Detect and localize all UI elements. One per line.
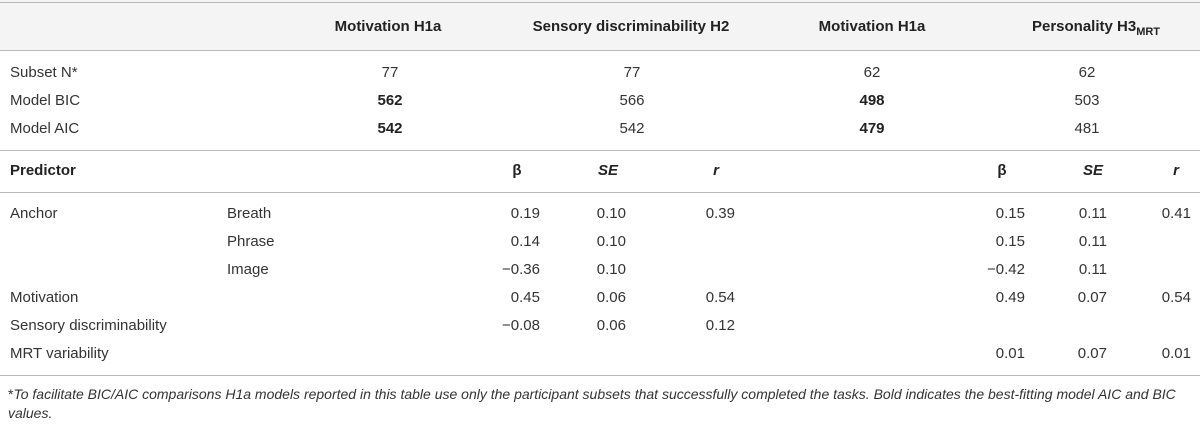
cell: 0.15 xyxy=(995,233,1025,250)
cell: 0.06 xyxy=(596,317,626,334)
footnote-marker: * xyxy=(8,386,14,402)
cell: 503 xyxy=(1074,92,1100,109)
row-label-model-aic: Model AIC xyxy=(10,120,80,137)
cell: 542 xyxy=(619,120,645,137)
predictor-sublabel: Breath xyxy=(227,205,272,222)
cell: 0.11 xyxy=(1078,261,1107,278)
predictor-label: Sensory discriminability xyxy=(10,317,167,334)
cell-best-bic: 562 xyxy=(377,92,403,109)
row-label-model-bic: Model BIC xyxy=(10,92,81,109)
rule-model xyxy=(0,150,1200,151)
cell: 0.06 xyxy=(596,289,626,306)
cell-best-aic: 479 xyxy=(859,120,885,137)
cell: 77 xyxy=(623,64,641,81)
personality-h3-text: Personality H3 xyxy=(1031,18,1137,35)
se-header-h3: SE xyxy=(1082,162,1104,179)
cell: 62 xyxy=(1078,64,1096,81)
cell: 0.39 xyxy=(705,205,735,222)
cell: 481 xyxy=(1074,120,1100,137)
cell: 0.11 xyxy=(1078,233,1107,250)
rule-top xyxy=(0,2,1200,3)
cell: 0.07 xyxy=(1077,289,1107,306)
predictor-label: Anchor xyxy=(10,205,58,222)
col-header-motivation-h1a-1: Motivation H1a xyxy=(334,18,442,35)
cell: 0.14 xyxy=(510,233,540,250)
cell: 0.12 xyxy=(705,317,735,334)
cell-best-aic: 542 xyxy=(377,120,403,137)
cell: −0.08 xyxy=(502,317,540,334)
cell: 0.41 xyxy=(1161,205,1191,222)
col-header-personality-h3: Personality H3MRT xyxy=(1032,18,1160,41)
footnote-text: To facilitate BIC/AIC comparisons H1a mo… xyxy=(8,386,1176,421)
cell: 0.15 xyxy=(995,205,1025,222)
cell: 0.07 xyxy=(1077,345,1107,362)
cell: 0.54 xyxy=(705,289,735,306)
cell: 0.01 xyxy=(995,345,1025,362)
rule-predictor xyxy=(0,192,1200,193)
cell: 0.10 xyxy=(596,233,626,250)
cell: −0.42 xyxy=(987,261,1025,278)
cell: 0.54 xyxy=(1161,289,1191,306)
cell: 0.49 xyxy=(995,289,1025,306)
cell: 0.45 xyxy=(510,289,540,306)
beta-header-h3: β xyxy=(997,162,1007,179)
row-label-subset-n: Subset N* xyxy=(10,64,78,81)
predictor-sublabel: Image xyxy=(227,261,269,278)
col-header-motivation-h1a-2: Motivation H1a xyxy=(818,18,926,35)
r-header-h3: r xyxy=(1173,162,1179,179)
predictor-header: Predictor xyxy=(10,162,76,179)
predictor-label: Motivation xyxy=(10,289,79,306)
cell: 0.11 xyxy=(1078,205,1107,222)
se-header-h2: SE xyxy=(597,162,619,179)
mrt-subscript: MRT xyxy=(1136,26,1161,38)
rule-header xyxy=(0,50,1200,51)
cell: 0.01 xyxy=(1161,345,1191,362)
header-band xyxy=(0,0,1200,50)
table-footnote: *To facilitate BIC/AIC comparisons H1a m… xyxy=(8,385,1192,423)
cell: 77 xyxy=(381,64,399,81)
cell: 566 xyxy=(619,92,645,109)
cell: 0.10 xyxy=(596,261,626,278)
col-header-sensory-h2: Sensory discriminability H2 xyxy=(532,18,730,35)
cell: −0.36 xyxy=(502,261,540,278)
rule-bottom xyxy=(0,375,1200,376)
cell-best-bic: 498 xyxy=(859,92,885,109)
cell: 62 xyxy=(863,64,881,81)
cell: 0.10 xyxy=(596,205,626,222)
r-header-h2: r xyxy=(713,162,719,179)
beta-header-h2: β xyxy=(512,162,522,179)
cell: 0.19 xyxy=(510,205,540,222)
predictor-sublabel: Phrase xyxy=(227,233,275,250)
predictor-label: MRT variability xyxy=(10,345,109,362)
